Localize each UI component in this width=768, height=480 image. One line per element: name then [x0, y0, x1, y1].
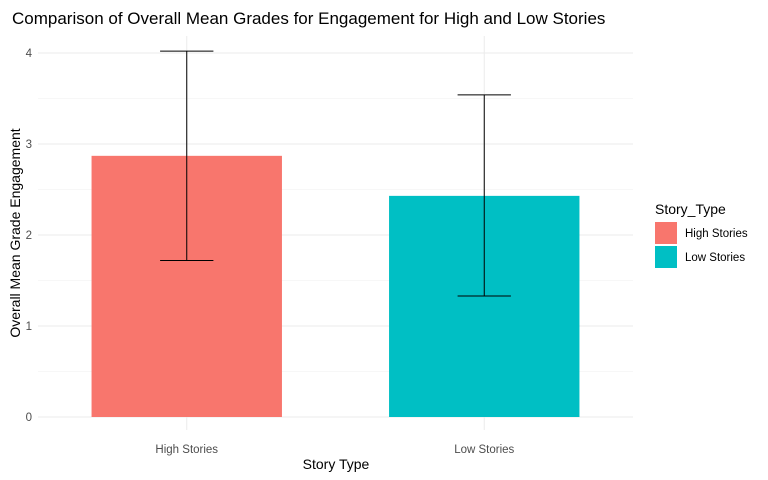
bars	[91, 155, 580, 417]
x-axis-title: Story Type	[303, 456, 370, 472]
x-tick-label: Low Stories	[454, 444, 514, 456]
legend-label: Low Stories	[685, 252, 745, 264]
error-bars	[160, 50, 511, 297]
error-bar-high-stories	[160, 50, 214, 261]
legend: Story_Type High Stories Low Stories	[655, 201, 748, 268]
y-tick-label: 2	[26, 230, 32, 242]
y-tick-label: 1	[26, 321, 32, 333]
legend-swatch	[655, 246, 677, 268]
legend-title: Story_Type	[655, 201, 726, 217]
y-tick-label: 3	[26, 139, 32, 151]
legend-label: High Stories	[685, 228, 748, 240]
x-axis-ticks: High Stories Low Stories	[155, 444, 514, 456]
y-tick-label: 0	[26, 412, 32, 424]
y-tick-label: 4	[26, 48, 33, 60]
y-axis-title: Overall Mean Grade Engagement	[7, 128, 23, 337]
legend-swatch	[655, 222, 677, 244]
x-tick-label: High Stories	[155, 444, 218, 456]
y-axis-ticks: 0 1 2 3 4	[26, 48, 33, 424]
chart-title: Comparison of Overall Mean Grades for En…	[12, 9, 605, 28]
error-bar-low-stories	[457, 94, 511, 297]
legend-items: High Stories Low Stories	[655, 222, 748, 268]
